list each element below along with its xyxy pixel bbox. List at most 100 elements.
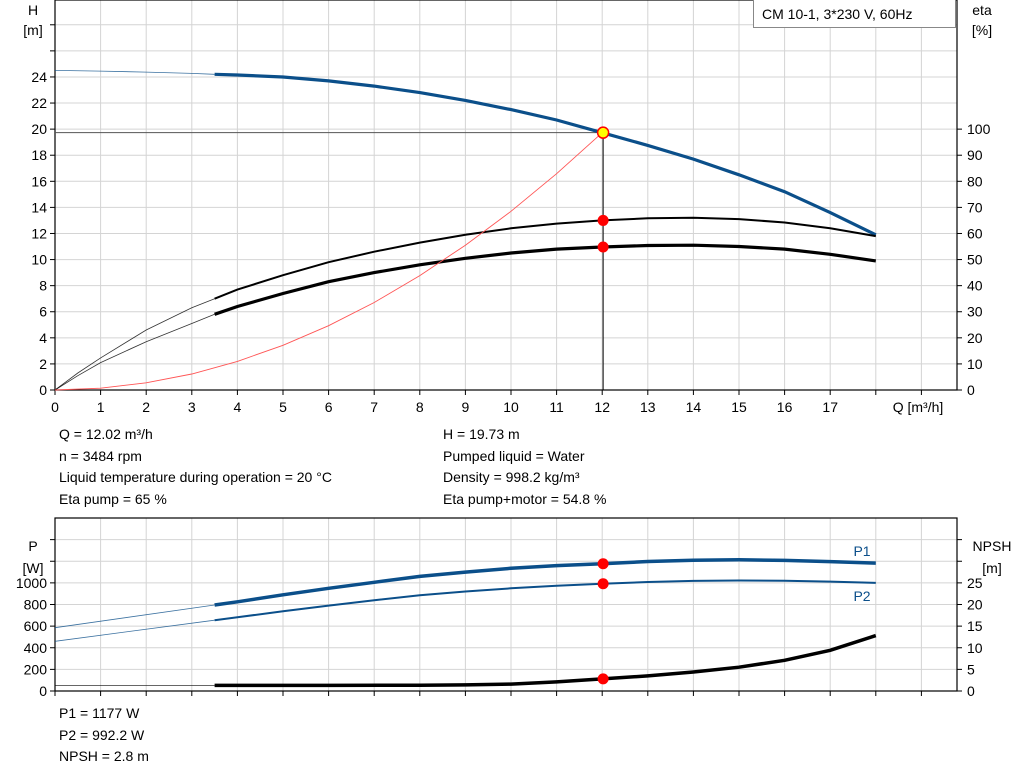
chart-title: CM 10-1, 3*230 V, 60Hz bbox=[753, 0, 956, 28]
x-tick-label: 6 bbox=[325, 399, 333, 415]
x-tick-label: 14 bbox=[686, 399, 702, 415]
y-tick-label: 600 bbox=[24, 618, 48, 634]
x-tick-label: 10 bbox=[503, 399, 519, 415]
info-right: H = 19.73 m Pumped liquid = Water Densit… bbox=[443, 424, 606, 510]
power-p1-curve-extrapolated bbox=[54, 604, 215, 629]
y2-tick-label: 0 bbox=[967, 683, 975, 699]
y2-tick-label: 10 bbox=[967, 356, 983, 372]
y-axis-label: H bbox=[28, 2, 38, 18]
eta-pump-point bbox=[597, 214, 609, 226]
y-tick-label: 12 bbox=[31, 225, 47, 241]
p2-point bbox=[597, 578, 609, 590]
y-tick-label: 20 bbox=[31, 121, 47, 137]
info-speed: n = 3484 rpm bbox=[59, 447, 142, 464]
plot-frame bbox=[54, 0, 958, 391]
y-tick-label: 14 bbox=[31, 199, 47, 215]
y-tick-label: 6 bbox=[39, 304, 47, 320]
y2-tick-label: 30 bbox=[967, 304, 983, 320]
info-p1: P1 = 1177 W bbox=[59, 705, 140, 721]
x-tick-label: 16 bbox=[777, 399, 793, 415]
power-p2-curve bbox=[214, 579, 876, 622]
info-flow: Q = 12.02 m³/h bbox=[59, 426, 153, 442]
x-tick-label: 1 bbox=[97, 399, 105, 415]
npsh-point bbox=[597, 673, 609, 685]
x-tick-label: 15 bbox=[731, 399, 747, 415]
y-tick-label: 800 bbox=[24, 597, 48, 613]
y-tick-label: 10 bbox=[31, 252, 47, 268]
x-tick-label: 0 bbox=[51, 399, 59, 415]
y-axis-label: P bbox=[28, 538, 37, 554]
y2-tick-label: 40 bbox=[967, 278, 983, 294]
eta-total-curve bbox=[214, 243, 877, 316]
x-tick-label: 12 bbox=[594, 399, 610, 415]
power-p2-curve-extrapolated bbox=[54, 619, 215, 642]
y2-tick-label: 70 bbox=[967, 199, 983, 215]
y2-tick-label: 15 bbox=[967, 618, 983, 634]
y2-tick-label: 20 bbox=[967, 330, 983, 346]
p1-point bbox=[597, 558, 609, 570]
x-tick-label: 2 bbox=[142, 399, 150, 415]
y-tick-label: 18 bbox=[31, 147, 47, 163]
y-tick-label: 1000 bbox=[16, 575, 47, 591]
info-head: H = 19.73 m bbox=[443, 426, 520, 442]
info-left: Q = 12.02 m³/h n = 3484 rpm Liquid tempe… bbox=[59, 424, 332, 510]
y-tick-label: 0 bbox=[39, 683, 47, 699]
info-eta-total: Eta pump+motor = 54.8 % bbox=[443, 490, 607, 507]
y-tick-label: 4 bbox=[39, 330, 47, 346]
x-tick-label: 5 bbox=[279, 399, 287, 415]
info-p2: P2 = 992.2 W bbox=[59, 726, 145, 743]
y-tick-label: 22 bbox=[31, 95, 47, 111]
info-npsh: NPSH = 2.8 m bbox=[59, 748, 149, 764]
duty-point bbox=[596, 126, 610, 139]
head-curve-extrapolated bbox=[54, 70, 215, 75]
x-axis-label: Q [m³/h] bbox=[893, 399, 944, 415]
head-curve bbox=[214, 72, 877, 237]
info-eta-pump: Eta pump = 65 % bbox=[59, 490, 167, 507]
system-curve bbox=[54, 132, 603, 391]
y2-axis-label: eta bbox=[972, 2, 992, 18]
x-tick-label: 8 bbox=[416, 399, 424, 415]
eta-pump-curve-extrapolated bbox=[54, 298, 215, 391]
series-label-p1: P1 bbox=[853, 543, 870, 559]
y2-tick-label: 100 bbox=[967, 121, 991, 137]
y2-tick-label: 5 bbox=[967, 661, 975, 677]
info-density: Density = 998.2 kg/m³ bbox=[443, 469, 580, 485]
y-tick-label: 8 bbox=[39, 278, 47, 294]
power-p1-curve bbox=[214, 558, 876, 607]
series-label-p2: P2 bbox=[853, 588, 870, 604]
y-tick-label: 16 bbox=[31, 173, 47, 189]
y2-tick-label: 80 bbox=[967, 173, 983, 189]
y2-tick-label: 10 bbox=[967, 640, 983, 656]
y-tick-label: 400 bbox=[24, 640, 48, 656]
y2-tick-label: 50 bbox=[967, 252, 983, 268]
x-tick-label: 7 bbox=[370, 399, 378, 415]
x-tick-label: 9 bbox=[462, 399, 470, 415]
y2-tick-label: 25 bbox=[967, 575, 983, 591]
y-axis-unit: [W] bbox=[23, 560, 44, 576]
y2-axis-label: NPSH bbox=[973, 538, 1012, 554]
y2-axis-unit: [%] bbox=[972, 22, 992, 38]
y2-tick-label: 60 bbox=[967, 225, 983, 241]
y-tick-label: 2 bbox=[39, 356, 47, 372]
y-tick-label: 24 bbox=[31, 69, 47, 85]
x-tick-label: 17 bbox=[822, 399, 838, 415]
x-tick-label: 4 bbox=[234, 399, 242, 415]
info-bottom: P1 = 1177 W P2 = 992.2 W NPSH = 2.8 m bbox=[59, 703, 149, 768]
y2-tick-label: 0 bbox=[967, 382, 975, 398]
x-tick-label: 3 bbox=[188, 399, 196, 415]
y-tick-label: 200 bbox=[24, 661, 48, 677]
info-liquid: Pumped liquid = Water bbox=[443, 447, 585, 464]
x-tick-label: 13 bbox=[640, 399, 656, 415]
y2-tick-label: 20 bbox=[967, 597, 983, 613]
y-tick-label: 0 bbox=[39, 382, 47, 398]
info-temperature: Liquid temperature during operation = 20… bbox=[59, 469, 332, 485]
y2-axis-unit: [m] bbox=[982, 560, 1001, 576]
eta-pump-curve bbox=[214, 216, 876, 300]
y-axis-unit: [m] bbox=[23, 22, 42, 38]
y2-tick-label: 90 bbox=[967, 147, 983, 163]
npsh-curve bbox=[214, 633, 877, 688]
eta-total-curve-extrapolated bbox=[54, 313, 215, 391]
x-tick-label: 11 bbox=[549, 399, 564, 415]
eta-total-point bbox=[597, 241, 609, 253]
